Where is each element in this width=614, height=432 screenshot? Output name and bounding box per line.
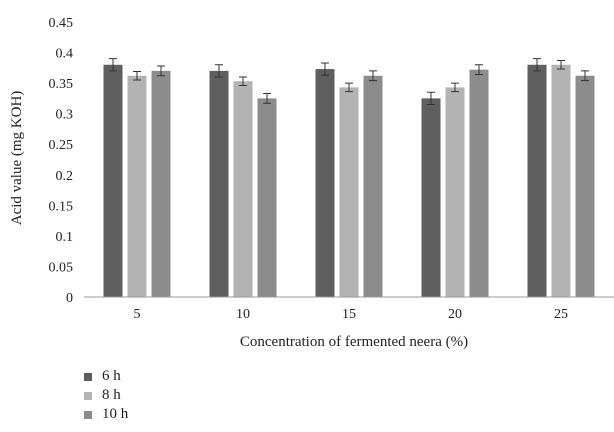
bar-6h-15 <box>315 69 335 297</box>
y-tick-label: 0.25 <box>49 138 74 153</box>
error-bar <box>157 65 165 77</box>
bar-10h-20 <box>469 69 489 298</box>
y-tick-label: 0.15 <box>49 199 74 214</box>
error-bar <box>427 91 435 105</box>
legend-label: 8 h <box>102 387 121 403</box>
bar-6h-5 <box>103 64 123 298</box>
y-tick-label: 0.45 <box>49 16 74 31</box>
y-tick-label: 0.35 <box>49 77 74 92</box>
error-bar <box>263 93 271 104</box>
bar-8h-10 <box>233 81 253 298</box>
legend: 6 h 8 h 10 h <box>84 367 128 424</box>
y-axis-label: Acid value (mg KOH) <box>9 91 25 226</box>
y-tick-label: 0.1 <box>56 230 74 245</box>
bar-10h-15 <box>363 75 383 298</box>
bar-8h-15 <box>339 87 359 297</box>
error-bar <box>475 64 483 76</box>
x-tick-labels: 5 10 15 20 25 <box>134 307 569 322</box>
bar-10h-10 <box>257 98 277 297</box>
bar-6h-10 <box>209 70 229 297</box>
x-tick-label: 25 <box>554 307 568 322</box>
x-tick-label: 10 <box>236 307 250 322</box>
y-tick-labels: 0 0.05 0.1 0.15 0.2 0.25 0.3 0.35 0.4 0.45 <box>49 16 74 306</box>
error-bar <box>369 70 377 82</box>
y-tick-label: 0.3 <box>56 108 74 123</box>
bar-6h-20 <box>421 98 441 297</box>
error-bar <box>557 60 565 70</box>
legend-item: 8 h <box>84 386 128 405</box>
x-tick-label: 15 <box>342 307 356 322</box>
error-bar <box>533 58 541 72</box>
legend-swatch <box>84 410 92 419</box>
legend-label: 6 h <box>102 368 121 384</box>
bar-10h-25 <box>575 75 595 298</box>
bar-chart: Acid value (mg KOH) Concentration of fer… <box>9 16 614 350</box>
y-tick-label: 0.4 <box>56 47 74 62</box>
legend-item: 10 h <box>84 405 128 424</box>
legend-swatch <box>84 372 92 381</box>
bar-8h-20 <box>445 87 465 297</box>
error-bar <box>451 82 459 93</box>
bar-8h-5 <box>127 75 147 298</box>
legend-swatch <box>84 391 92 400</box>
error-bar <box>345 82 353 93</box>
x-tick-label: 20 <box>448 307 462 322</box>
y-tick-label: 0.05 <box>49 260 74 275</box>
x-tick-label: 5 <box>134 307 141 322</box>
error-bar <box>109 58 117 72</box>
error-bar <box>239 76 247 87</box>
error-bar <box>133 71 141 81</box>
bar-10h-5 <box>151 70 171 297</box>
error-bar <box>581 70 589 82</box>
legend-label: 10 h <box>102 406 129 422</box>
x-axis-label: Concentration of fermented neera (%) <box>240 334 468 350</box>
legend-item: 6 h <box>84 367 128 386</box>
error-bar <box>321 62 329 76</box>
bar-6h-25 <box>527 64 547 298</box>
bars <box>103 58 595 298</box>
y-tick-label: 0.2 <box>56 169 74 184</box>
error-bar <box>215 64 223 78</box>
bar-8h-25 <box>551 64 571 298</box>
y-tick-label: 0 <box>66 291 73 306</box>
